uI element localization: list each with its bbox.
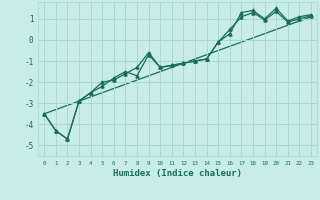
X-axis label: Humidex (Indice chaleur): Humidex (Indice chaleur): [113, 169, 242, 178]
